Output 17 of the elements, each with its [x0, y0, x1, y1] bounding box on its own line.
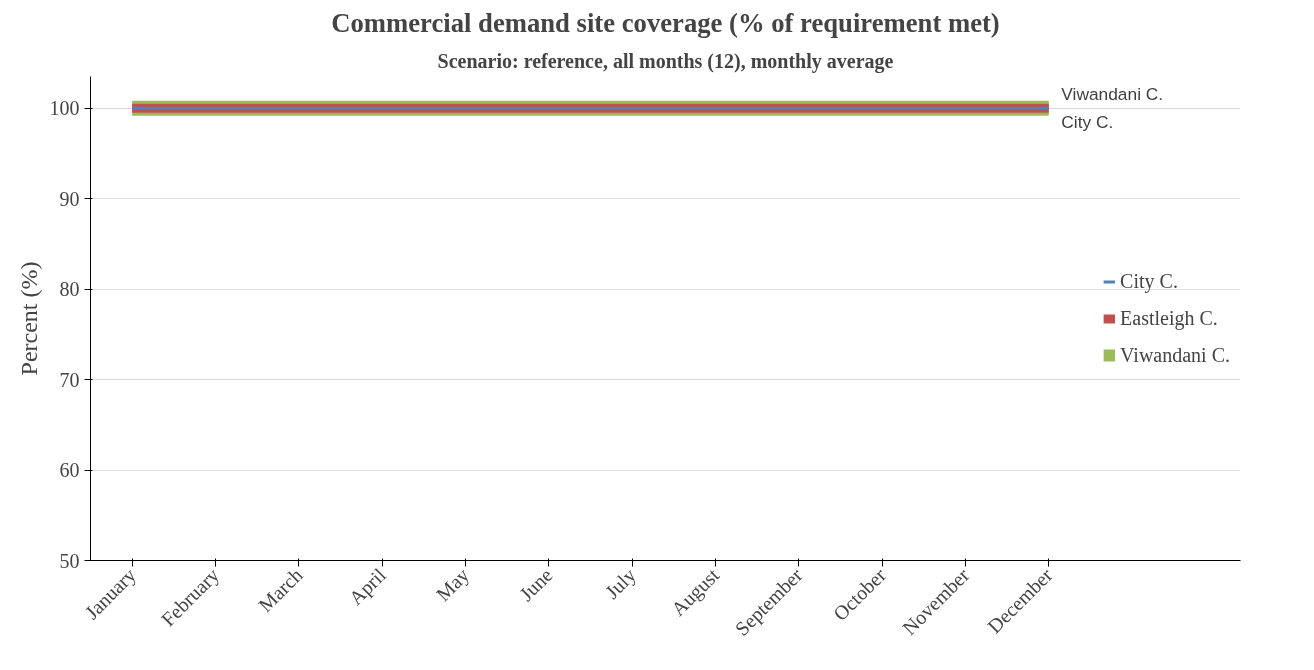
- x-tick-label: May: [431, 563, 474, 606]
- legend-label: City C.: [1120, 269, 1178, 293]
- y-tick-label: 50: [59, 549, 80, 572]
- x-tick-label: June: [515, 563, 557, 606]
- y-tick-label: 80: [59, 278, 80, 301]
- x-tick-label: July: [600, 563, 641, 604]
- y-tick-label: 60: [59, 459, 80, 482]
- legend-label: Eastleigh C.: [1120, 306, 1218, 330]
- y-tick-label: 100: [49, 97, 80, 120]
- y-tick-label: 90: [59, 187, 80, 210]
- legend-label: Viwandani C.: [1120, 343, 1230, 367]
- chart-subtitle: Scenario: reference, all months (12), monthly average: [437, 49, 894, 73]
- y-tick-label: 70: [59, 368, 80, 391]
- annotation: City C.: [1061, 112, 1114, 133]
- text: Viwandani C.: [1061, 84, 1164, 105]
- y-axis-title: Percent (%): [15, 261, 42, 376]
- chart-title: Commercial demand site coverage (% of requirement met): [331, 7, 1000, 38]
